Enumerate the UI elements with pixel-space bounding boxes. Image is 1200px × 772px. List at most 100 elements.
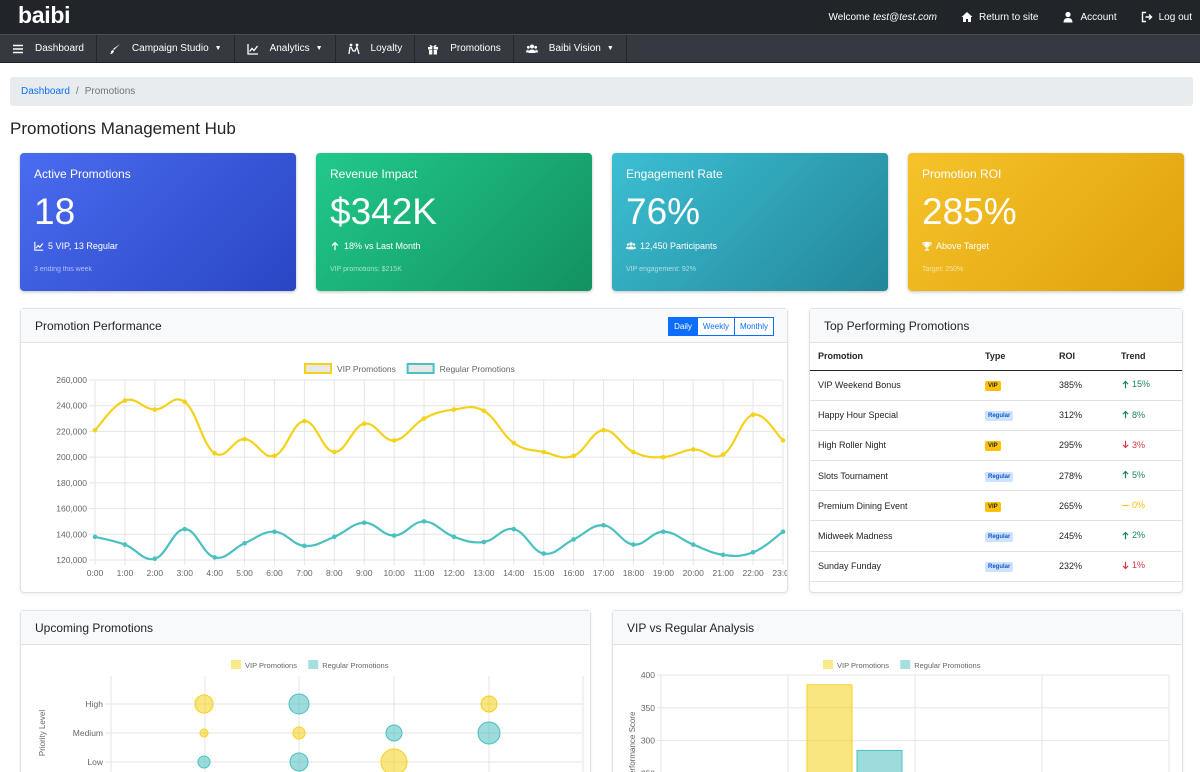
brand-logo[interactable]: baibi <box>18 2 71 28</box>
data-point[interactable] <box>720 452 726 457</box>
bar[interactable] <box>806 684 853 772</box>
table-row[interactable]: Midweek Madness Regular 245% 2% <box>810 520 1182 552</box>
data-point[interactable] <box>780 529 786 535</box>
data-point[interactable] <box>242 436 247 442</box>
bubble-point[interactable] <box>477 721 501 745</box>
data-point[interactable] <box>272 453 277 459</box>
legend-label[interactable]: Regular Promotions <box>914 661 981 670</box>
data-point[interactable] <box>720 552 726 558</box>
data-point[interactable] <box>122 542 128 547</box>
data-point[interactable] <box>92 534 98 540</box>
return-to-site-link[interactable]: Return to site <box>961 11 1038 23</box>
data-point[interactable] <box>690 542 696 547</box>
data-point[interactable] <box>242 540 247 546</box>
data-point[interactable] <box>481 408 487 414</box>
data-point[interactable] <box>421 416 427 421</box>
data-point[interactable] <box>451 534 457 540</box>
bubble-point[interactable] <box>380 748 408 772</box>
data-point[interactable] <box>152 407 158 412</box>
data-point[interactable] <box>122 398 128 403</box>
monthly-button[interactable]: Monthly <box>734 317 774 336</box>
data-point[interactable] <box>511 526 517 532</box>
nav-analytics[interactable]: Analytics ▼ <box>235 35 336 62</box>
data-point[interactable] <box>511 440 517 446</box>
promotion-trend-cell: 1% <box>1113 551 1182 582</box>
legend-label[interactable]: Regular Promotions <box>440 364 515 374</box>
table-row[interactable]: Premium Dining Event VIP 265% 0% <box>810 490 1182 522</box>
page-title: Promotions Management Hub <box>10 119 236 138</box>
data-point[interactable] <box>661 529 666 535</box>
legend-label[interactable]: VIP Promotions <box>337 364 396 374</box>
data-point[interactable] <box>571 453 576 459</box>
data-point[interactable] <box>541 449 546 455</box>
data-point[interactable] <box>272 529 277 535</box>
data-point[interactable] <box>182 526 188 532</box>
bubble-point[interactable] <box>480 695 498 713</box>
type-badge: Regular <box>985 411 1014 422</box>
data-point[interactable] <box>661 454 666 460</box>
bubble-point[interactable] <box>194 694 214 714</box>
bubble-point[interactable] <box>197 755 211 769</box>
data-point[interactable] <box>601 427 606 433</box>
legend-swatch[interactable] <box>308 660 319 669</box>
data-point[interactable] <box>780 438 786 443</box>
card-subtitle: 12,450 Participants <box>626 241 717 251</box>
table-row[interactable]: Sunday Funday Regular 232% 1% <box>810 551 1182 582</box>
bubble-point[interactable] <box>292 726 306 740</box>
logout-link[interactable]: Log out <box>1141 11 1192 23</box>
data-point[interactable] <box>152 556 158 562</box>
nav-dashboard[interactable]: Dashboard <box>0 35 97 62</box>
data-point[interactable] <box>361 520 367 526</box>
breadcrumb-home-link[interactable]: Dashboard <box>21 86 70 97</box>
data-point[interactable] <box>571 537 576 542</box>
nav-baibi-vision[interactable]: Baibi Vision ▼ <box>514 35 627 62</box>
data-point[interactable] <box>391 533 397 538</box>
table-row[interactable]: High Roller Night VIP 295% 3% <box>810 430 1182 462</box>
legend-label[interactable]: VIP Promotions <box>837 661 889 670</box>
nav-loyalty[interactable]: Loyalty <box>336 35 416 62</box>
arrow-up-icon <box>331 241 339 251</box>
data-point[interactable] <box>212 555 217 560</box>
data-point[interactable] <box>631 449 636 455</box>
data-point[interactable] <box>302 543 307 549</box>
legend-swatch[interactable] <box>900 660 911 669</box>
data-point[interactable] <box>182 399 188 405</box>
legend-swatch[interactable] <box>823 660 833 669</box>
legend-swatch[interactable] <box>406 363 435 374</box>
bubble-point[interactable] <box>289 752 309 772</box>
data-point[interactable] <box>451 407 457 412</box>
data-point[interactable] <box>302 418 307 424</box>
legend-label[interactable]: VIP Promotions <box>245 661 297 670</box>
table-row[interactable]: VIP Weekend Bonus VIP 385% 15% <box>810 370 1182 401</box>
data-point[interactable] <box>332 534 337 540</box>
data-point[interactable] <box>421 519 427 524</box>
data-point[interactable] <box>361 421 367 427</box>
data-point[interactable] <box>212 450 217 456</box>
data-point[interactable] <box>481 539 487 545</box>
legend-label[interactable]: Regular Promotions <box>322 661 389 670</box>
table-row[interactable]: Happy Hour Special Regular 312% 8% <box>810 400 1182 431</box>
bubble-point[interactable] <box>385 724 403 742</box>
trend-value: 3% <box>1132 439 1146 450</box>
legend-swatch[interactable] <box>304 363 332 374</box>
table-row[interactable]: Slots Tournament Regular 278% 5% <box>810 460 1182 492</box>
data-point[interactable] <box>750 412 756 418</box>
nav-campaign-studio[interactable]: Campaign Studio ▼ <box>97 35 235 62</box>
data-point[interactable] <box>541 551 546 556</box>
legend-swatch[interactable] <box>231 660 241 669</box>
account-link[interactable]: Account <box>1062 11 1117 23</box>
bubble-point[interactable] <box>199 728 209 738</box>
data-point[interactable] <box>631 542 636 547</box>
nav-promotions[interactable]: Promotions <box>415 35 514 62</box>
data-point[interactable] <box>601 522 606 528</box>
data-point[interactable] <box>332 449 337 455</box>
bar[interactable] <box>856 749 903 772</box>
bubble-point[interactable] <box>288 693 310 715</box>
promotion-type-cell: VIP <box>977 490 1051 522</box>
weekly-button[interactable]: Weekly <box>697 317 735 336</box>
data-point[interactable] <box>92 427 98 433</box>
data-point[interactable] <box>690 447 696 452</box>
data-point[interactable] <box>750 549 756 555</box>
data-point[interactable] <box>391 438 397 443</box>
daily-button[interactable]: Daily <box>668 317 698 336</box>
